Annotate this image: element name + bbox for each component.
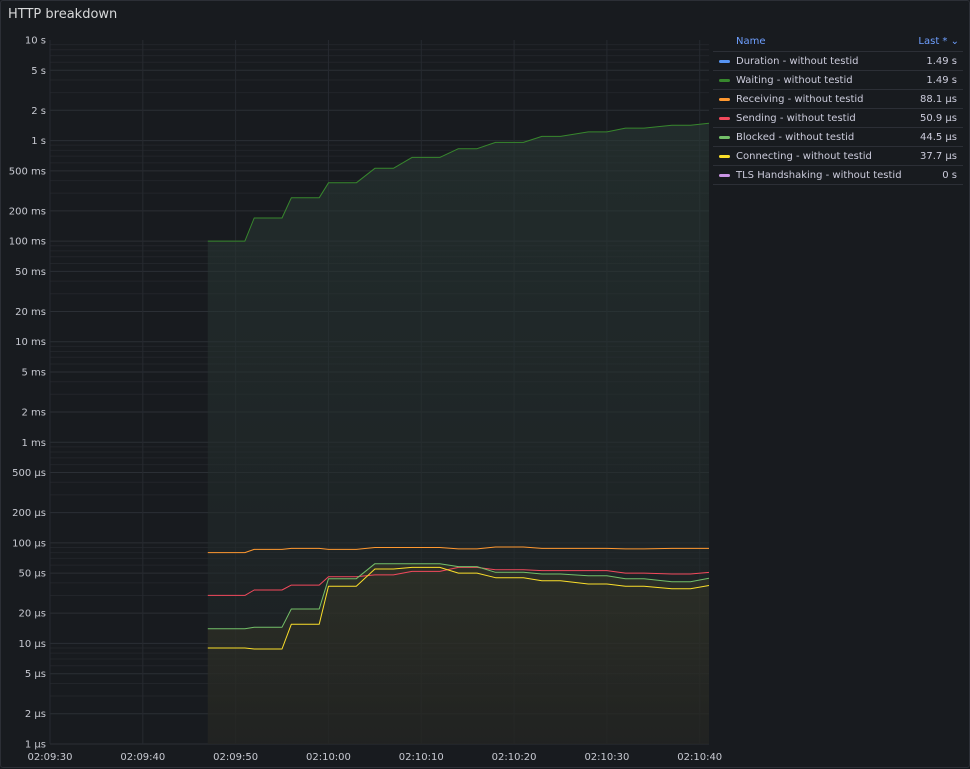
y-tick-label: 500 µs	[12, 468, 46, 479]
legend-color-swatch-icon	[719, 97, 730, 101]
y-tick-label: 20 µs	[19, 609, 46, 620]
legend-item-left: Receiving - without testid	[713, 94, 864, 105]
legend-color-swatch-icon	[719, 78, 730, 82]
legend-item-left: TLS Handshaking - without testid	[713, 170, 902, 181]
legend-item-last-value: 1.49 s	[926, 74, 957, 86]
y-tick-label: 200 µs	[12, 508, 46, 519]
y-tick-label: 10 s	[25, 36, 46, 47]
legend-item-last-value: 1.49 s	[926, 55, 957, 67]
y-tick-label: 50 ms	[15, 267, 46, 278]
y-tick-label: 5 s	[31, 66, 46, 77]
x-tick-label: 02:10:00	[306, 752, 351, 763]
x-tick-label: 02:09:50	[213, 752, 258, 763]
y-tick-label: 200 ms	[9, 206, 46, 217]
legend-item[interactable]: Connecting - without testid 37.7 µs	[713, 147, 963, 166]
legend-color-swatch-icon	[719, 135, 730, 139]
panel-title[interactable]: HTTP breakdown	[8, 7, 118, 22]
legend-table: Name Last * ⌄ Duration - without testid 1…	[713, 33, 963, 185]
legend-item[interactable]: Blocked - without testid 44.5 µs	[713, 128, 963, 147]
legend-item-last-value: 88.1 µs	[919, 93, 957, 105]
legend-item-left: Blocked - without testid	[713, 132, 854, 143]
series-line-4[interactable]	[207, 566, 710, 650]
y-tick-label: 1 ms	[22, 438, 47, 449]
series-line-0[interactable]	[207, 122, 710, 242]
legend-color-swatch-icon	[719, 154, 730, 158]
x-tick-label: 02:10:30	[584, 752, 629, 763]
legend-item-last-value: 50.9 µs	[919, 112, 957, 124]
legend-item[interactable]: Duration - without testid 1.49 s	[713, 52, 963, 71]
y-tick-label: 20 ms	[15, 307, 46, 318]
x-tick-label: 02:10:20	[492, 752, 537, 763]
legend-color-swatch-icon	[719, 173, 730, 177]
y-tick-label: 500 ms	[9, 166, 46, 177]
legend-item-label: Sending - without testid	[736, 112, 856, 124]
y-tick-label: 1 s	[31, 136, 46, 147]
legend-item-left: Sending - without testid	[713, 113, 856, 124]
y-tick-label: 2 s	[31, 106, 46, 117]
legend-item[interactable]: TLS Handshaking - without testid 0 s	[713, 166, 963, 185]
legend-item-last-value: 44.5 µs	[919, 131, 957, 143]
series-line-1[interactable]	[207, 546, 709, 554]
x-tick-label: 02:10:10	[399, 752, 444, 763]
legend-item-label: Receiving - without testid	[736, 93, 864, 105]
legend-item-label: TLS Handshaking - without testid	[736, 169, 902, 181]
legend-item-label: Blocked - without testid	[736, 131, 855, 143]
y-tick-label: 10 ms	[15, 337, 46, 348]
legend-color-swatch-icon	[719, 59, 730, 63]
x-tick-label: 02:09:30	[28, 752, 73, 763]
legend-last-sort-header[interactable]: Last * ⌄	[918, 36, 959, 47]
legend-item[interactable]: Sending - without testid 50.9 µs	[713, 109, 963, 128]
series-line-2[interactable]	[207, 566, 710, 596]
y-tick-label: 50 µs	[19, 569, 46, 580]
legend-item-left: Waiting - without testid	[713, 75, 853, 86]
legend-item-label: Waiting - without testid	[736, 74, 853, 86]
series-line-3[interactable]	[207, 563, 710, 630]
y-tick-label: 5 ms	[22, 367, 47, 378]
x-tick-label: 02:10:40	[677, 752, 722, 763]
legend-item[interactable]: Waiting - without testid 1.49 s	[713, 71, 963, 90]
legend-name-header[interactable]: Name	[736, 36, 766, 47]
legend-color-swatch-icon	[719, 116, 730, 120]
y-tick-label: 2 µs	[25, 709, 46, 720]
series-area-3	[207, 563, 710, 744]
legend-item-label: Connecting - without testid	[736, 150, 872, 162]
legend-item-last-value: 37.7 µs	[919, 150, 957, 162]
y-tick-label: 2 ms	[22, 408, 47, 419]
legend-item-left: Connecting - without testid	[713, 151, 872, 162]
legend-item-label: Duration - without testid	[736, 55, 859, 67]
legend-rows: Duration - without testid 1.49 s Waiting -…	[713, 52, 963, 185]
legend-item-last-value: 0 s	[942, 169, 957, 181]
legend-header: Name Last * ⌄	[713, 33, 963, 52]
y-tick-label: 10 µs	[19, 639, 46, 650]
legend-item[interactable]: Receiving - without testid 88.1 µs	[713, 90, 963, 109]
y-tick-label: 1 µs	[25, 740, 46, 751]
x-tick-label: 02:09:40	[120, 752, 165, 763]
y-tick-label: 5 µs	[25, 669, 46, 680]
y-tick-label: 100 ms	[9, 237, 46, 248]
legend-item-left: Duration - without testid	[713, 56, 859, 67]
y-tick-label: 100 µs	[12, 538, 46, 549]
